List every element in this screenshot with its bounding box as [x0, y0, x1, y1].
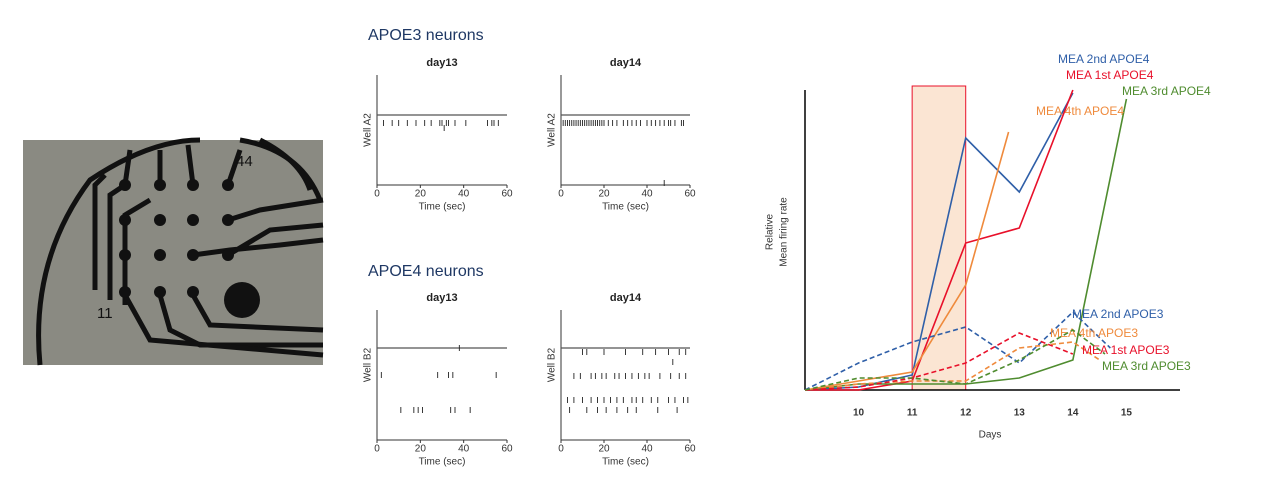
- series-label: MEA 1st APOE4: [1066, 68, 1154, 82]
- highlight-window: [911, 85, 967, 391]
- x-tick-label: 0: [558, 444, 564, 455]
- electrodes: [119, 179, 260, 318]
- x-tick-label: 40: [641, 444, 653, 455]
- x-tick-label: 60: [684, 189, 696, 200]
- x-tick-label: 20: [415, 444, 427, 455]
- series-label: MEA 2nd APOE3: [1072, 307, 1164, 321]
- x-tick-label: 0: [374, 189, 380, 200]
- x-tick-label: 40: [458, 444, 470, 455]
- y-axis-label: Mean firing rate: [779, 197, 790, 267]
- y-axis-label: Relative: [765, 214, 776, 251]
- x-tick-label: 20: [598, 444, 610, 455]
- series-label: MEA 2nd APOE4: [1058, 52, 1150, 66]
- x-tick-label: 20: [598, 189, 610, 200]
- raster-title: day13: [426, 57, 457, 69]
- series-line: [804, 310, 1111, 391]
- series-line: [805, 89, 1074, 391]
- mea-photo: 44 11: [23, 137, 324, 366]
- x-tick-label: 12: [960, 408, 972, 419]
- raster-title: day14: [610, 292, 642, 304]
- raster-title: day14: [610, 57, 642, 69]
- x-tick-label: 15: [1121, 408, 1133, 419]
- traces: [36, 137, 324, 366]
- x-tick-label: 60: [684, 444, 696, 455]
- series-label: MEA 3rd APOE4: [1122, 84, 1211, 98]
- x-tick-label: 40: [641, 189, 653, 200]
- x-tick-label: 0: [558, 189, 564, 200]
- x-tick-label: 11: [907, 408, 918, 419]
- series-label: MEA 3rd APOE3: [1102, 359, 1191, 373]
- series-line: [804, 332, 1074, 391]
- x-tick-label: 0: [374, 444, 380, 455]
- x-tick-label: 10: [853, 408, 865, 419]
- y-axis-label: Well B2: [547, 347, 558, 382]
- y-axis-label: Well A2: [363, 113, 374, 147]
- y-axis-label: Well A2: [547, 113, 558, 147]
- x-axis-label: Time (sec): [602, 457, 649, 468]
- raster-title: day13: [426, 292, 457, 304]
- series-line: [804, 131, 1010, 391]
- x-axis-label: Time (sec): [419, 457, 466, 468]
- y-axis-label: Well B2: [363, 347, 374, 382]
- panel-title: APOE4 neurons: [368, 263, 484, 280]
- series-label: MEA 4th APOE3: [1050, 326, 1138, 340]
- x-tick-label: 14: [1067, 408, 1079, 419]
- x-axis-label: Days: [979, 430, 1002, 441]
- panel-title: APOE3 neurons: [368, 27, 484, 44]
- series-line: [804, 341, 1101, 391]
- x-tick-label: 60: [501, 189, 513, 200]
- x-tick-label: 13: [1014, 408, 1026, 419]
- x-tick-label: 40: [458, 189, 470, 200]
- electrode-label: 44: [236, 153, 253, 170]
- x-tick-label: 60: [501, 444, 513, 455]
- series-label: MEA 4th APOE4: [1036, 104, 1124, 118]
- x-axis-label: Time (sec): [602, 202, 649, 213]
- x-axis-label: Time (sec): [419, 202, 466, 213]
- electrode-label: 11: [97, 305, 113, 322]
- x-tick-label: 20: [415, 189, 427, 200]
- series-label: MEA 1st APOE3: [1082, 343, 1170, 357]
- series-line: [804, 329, 1106, 391]
